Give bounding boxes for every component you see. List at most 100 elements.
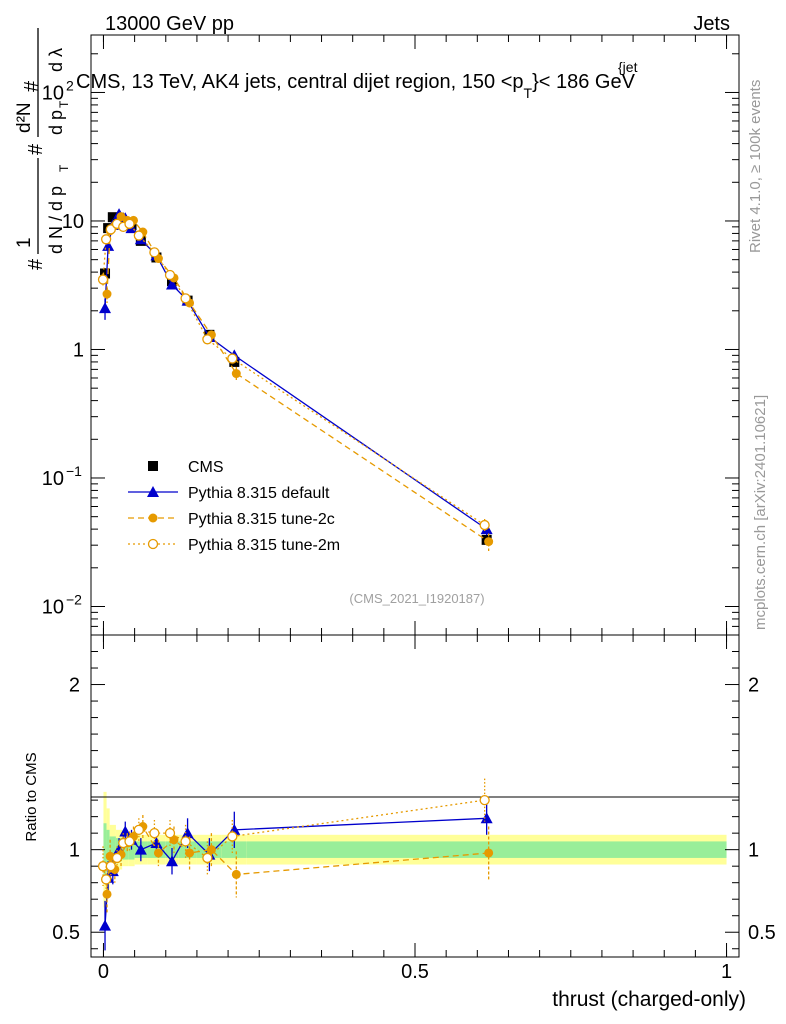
ratio-uncertainty-bands: [103, 791, 727, 908]
legend-marker: [147, 538, 159, 550]
y-label-numerator-1: 1: [14, 237, 35, 248]
main-line-pythia-8-315-default: [104, 213, 488, 530]
ratio-point-pythia-8-315-tune-2m: [124, 836, 135, 847]
ratio-point-pythia-8-315-default: [166, 855, 178, 867]
ratio-point-pythia-8-315-tune-2c: [231, 869, 241, 879]
ratio-point-pythia-8-315-tune-2c: [206, 845, 216, 855]
ratio-y-tick-label: 1: [69, 840, 80, 862]
main-line-pythia-8-315-tune-2m: [102, 223, 486, 526]
ratio-point-pythia-8-315-default: [99, 919, 112, 931]
axis-ticks: [91, 35, 739, 957]
main-y-tick-exponent: −2: [66, 591, 82, 607]
ratio-band-inner: [106, 829, 110, 870]
main-y-tick-label: 10: [42, 596, 64, 618]
ratio-point-pythia-8-315-default: [119, 825, 132, 837]
main-point-pythia-8-315-tune-2m: [164, 269, 176, 281]
ratio-point-pythia-8-315-tune-2c: [185, 848, 195, 858]
ratio-y-tick-label: 2: [69, 675, 80, 697]
main-point-pythia-8-315-tune-2m: [105, 224, 116, 235]
category-label: Jets: [693, 13, 730, 35]
ratio-y-tick-label-right: 2: [748, 675, 759, 697]
ratio-y-axis-label: Ratio to CMS: [23, 752, 40, 841]
ratio-point-pythia-8-315-default: [181, 827, 194, 839]
ratio-band-inner: [122, 839, 129, 860]
plot-title-main: CMS, 13 TeV, AK4 jets, central dijet reg…: [76, 71, 524, 93]
mcplots-label: mcplots.cern.ch [arXiv:2401.10621]: [752, 395, 769, 630]
ratio-y-tick-label-right: 0.5: [748, 922, 776, 944]
ratio-band-inner: [103, 823, 107, 877]
ratio-point-pythia-8-315-default: [134, 843, 147, 855]
ratio-point-pythia-8-315-tune-2m: [164, 828, 176, 839]
main-point-pythia-8-315-tune-2m: [97, 274, 109, 285]
x-tick-label: 0.5: [401, 961, 429, 983]
analysis-id-label: (CMS_2021_I1920187): [349, 591, 484, 606]
ratio-point-pythia-8-315-default: [480, 812, 493, 824]
x-axis-label: thrust (charged-only): [552, 988, 746, 1011]
legend: CMS Pythia 8.315 default Pythia 8.315 tune…: [128, 459, 340, 554]
y-label-denominator-sub-2: T: [57, 100, 71, 108]
main-y-tick-label: 10: [62, 211, 84, 233]
main-y-tick-exponent: −1: [66, 463, 82, 479]
y-label-hash-2: #: [25, 143, 47, 155]
main-point-pythia-8-315-tune-2c: [484, 537, 494, 547]
plot-title: CMS, 13 TeV, AK4 jets, central dijet reg…: [76, 71, 636, 101]
energy-label: 13000 GeV pp: [105, 13, 234, 35]
legend-marker: [148, 461, 158, 471]
ratio-point-pythia-8-315-tune-2m: [133, 824, 144, 836]
main-point-pythia-8-315-tune-2m: [202, 334, 213, 345]
ratio-panel-frame: [90, 634, 740, 958]
main-point-cms: [100, 268, 111, 279]
main-point-pythia-8-315-tune-2c: [231, 369, 241, 379]
main-series-group: [97, 208, 494, 552]
x-tick-label: 0: [98, 961, 109, 983]
ratio-line-pythia-8-315-default: [104, 817, 487, 926]
main-point-cms: [107, 212, 118, 223]
legend-label: Pythia 8.315 tune-2c: [188, 511, 335, 528]
y-label-denominator-1: d N / d p: [46, 186, 66, 254]
ratio-point-pythia-8-315-tune-2c: [153, 848, 163, 858]
main-y-tick-label: 10: [42, 82, 64, 104]
legend-marker: [148, 513, 158, 523]
y-label-numerator-2: d²N: [14, 102, 35, 133]
main-point-pythia-8-315-tune-2m: [180, 293, 191, 304]
ratio-point-pythia-8-315-tune-2m: [111, 852, 123, 864]
ratio-point-pythia-8-315-tune-2m: [180, 836, 191, 847]
main-y-tick-label: 1: [73, 339, 84, 361]
ratio-band-inner: [109, 836, 116, 863]
main-point-pythia-8-315-tune-2m: [100, 234, 112, 245]
main-point-pythia-8-315-tune-2m: [124, 218, 135, 229]
y-label-denominator-sub-1: T: [57, 164, 71, 172]
y-label-hash-3: #: [21, 80, 43, 92]
main-point-pythia-8-315-tune-2m: [479, 519, 490, 531]
ratio-point-pythia-8-315-tune-2c: [484, 848, 494, 858]
ratio-point-pythia-8-315-tune-2m: [202, 852, 213, 864]
y-label-denominator-2: d p: [46, 110, 66, 135]
plot-title-subscript: T: [524, 85, 533, 101]
x-tick-label: 1: [721, 961, 732, 983]
legend-label: CMS: [188, 459, 224, 476]
y-label-denominator-3: d λ: [46, 48, 66, 72]
rivet-version-label: Rivet 4.1.0, ≥ 100k events: [747, 80, 764, 253]
main-point-pythia-8-315-tune-2c: [102, 289, 112, 299]
ratio-point-pythia-8-315-tune-2m: [105, 861, 116, 872]
main-point-pythia-8-315-tune-2m: [133, 230, 144, 241]
ratio-y-tick-label: 0.5: [52, 922, 80, 944]
legend-label: Pythia 8.315 default: [188, 485, 330, 502]
legend-label: Pythia 8.315 tune-2m: [188, 537, 340, 554]
plot-title-tail: }< 186 GeV: [532, 71, 636, 93]
legend-marker: [147, 486, 159, 497]
ratio-band-inner: [221, 841, 247, 858]
main-y-tick-label: 10: [42, 468, 64, 490]
main-point-pythia-8-315-tune-2m: [149, 247, 160, 258]
main-y-axis-label: # 1 d N / d p T # d²N d p T # d λ: [14, 28, 71, 270]
ratio-point-pythia-8-315-tune-2c: [102, 889, 112, 899]
ratio-y-tick-label-right: 1: [748, 840, 759, 862]
main-y-tick-exponent: 2: [66, 77, 74, 93]
main-point-pythia-8-315-default: [99, 302, 112, 314]
ratio-point-pythia-8-315-tune-2m: [100, 874, 112, 885]
ratio-point-pythia-8-315-tune-2m: [149, 828, 160, 839]
main-point-pythia-8-315-tune-2m: [227, 353, 238, 364]
ratio-point-pythia-8-315-tune-2m: [227, 831, 238, 842]
y-label-hash-1: #: [25, 258, 47, 270]
